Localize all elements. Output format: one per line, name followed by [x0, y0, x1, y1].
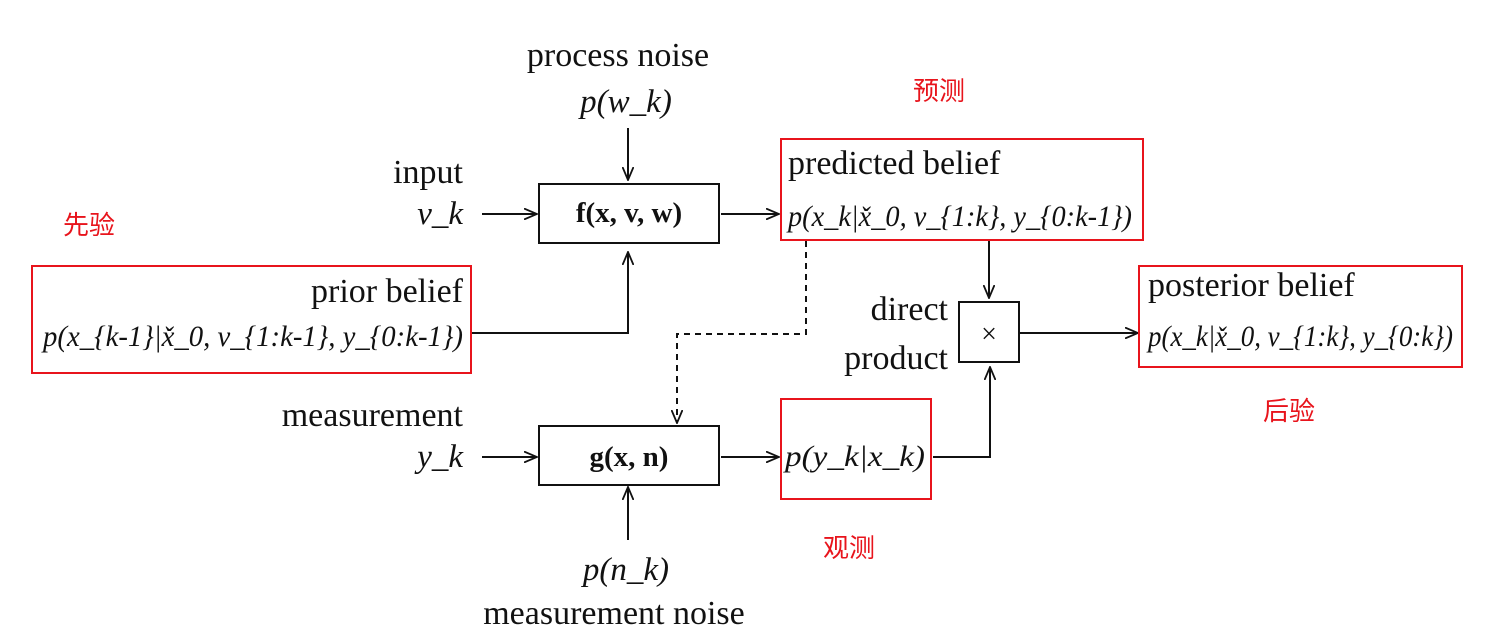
- likelihood-box: [780, 398, 932, 500]
- motion-model-box: [538, 183, 720, 244]
- annotation-observe: 观测: [823, 534, 875, 564]
- prior-belief-title: prior belief: [311, 273, 464, 310]
- annotation-predict: 预测: [913, 77, 965, 107]
- process-noise-label: process noise: [527, 37, 709, 74]
- process-noise-formula: p(w_k): [578, 84, 672, 120]
- input-variable: v_k: [417, 196, 464, 232]
- predicted-belief-formula: p(x_k|x̌_0, v_{1:k}, y_{0:k-1}): [786, 200, 1132, 233]
- prior-belief-formula: p(x_{k-1}|x̌_0, v_{1:k-1}, y_{0:k-1}): [41, 320, 463, 353]
- measurement-model-box: [538, 425, 720, 486]
- measurement-noise-formula: p(n_k): [581, 552, 669, 588]
- direct-product-box: [958, 301, 1020, 363]
- measurement-variable: y_k: [414, 439, 464, 475]
- predicted-belief-title: predicted belief: [788, 145, 1001, 182]
- arrow-likelihood-to-product: [933, 367, 990, 458]
- posterior-belief-formula: p(x_k|x̌_0, v_{1:k}, y_{0:k}): [1146, 320, 1453, 353]
- product-label: product: [844, 340, 948, 377]
- likelihood-formula: p(y_k|x_k): [783, 440, 925, 473]
- posterior-belief-box: [1138, 265, 1463, 368]
- dashed-predicted-to-g: [677, 241, 807, 423]
- direct-label: direct: [871, 291, 949, 328]
- predicted-belief-box: [780, 138, 1144, 241]
- annotation-posterior: 后验: [1263, 397, 1315, 427]
- measurement-model-label: g(x, n): [590, 441, 669, 473]
- arrow-prior-to-f: [472, 252, 628, 334]
- input-label: input: [393, 154, 463, 191]
- motion-model-label: f(x, v, w): [576, 197, 682, 229]
- measurement-label: measurement: [282, 397, 464, 434]
- prior-belief-box: [31, 265, 472, 374]
- measurement-noise-label: measurement noise: [483, 595, 745, 632]
- product-symbol: ×: [981, 319, 997, 350]
- posterior-belief-title: posterior belief: [1148, 267, 1355, 304]
- annotation-prior: 先验: [63, 211, 115, 241]
- connectors: [472, 128, 1138, 540]
